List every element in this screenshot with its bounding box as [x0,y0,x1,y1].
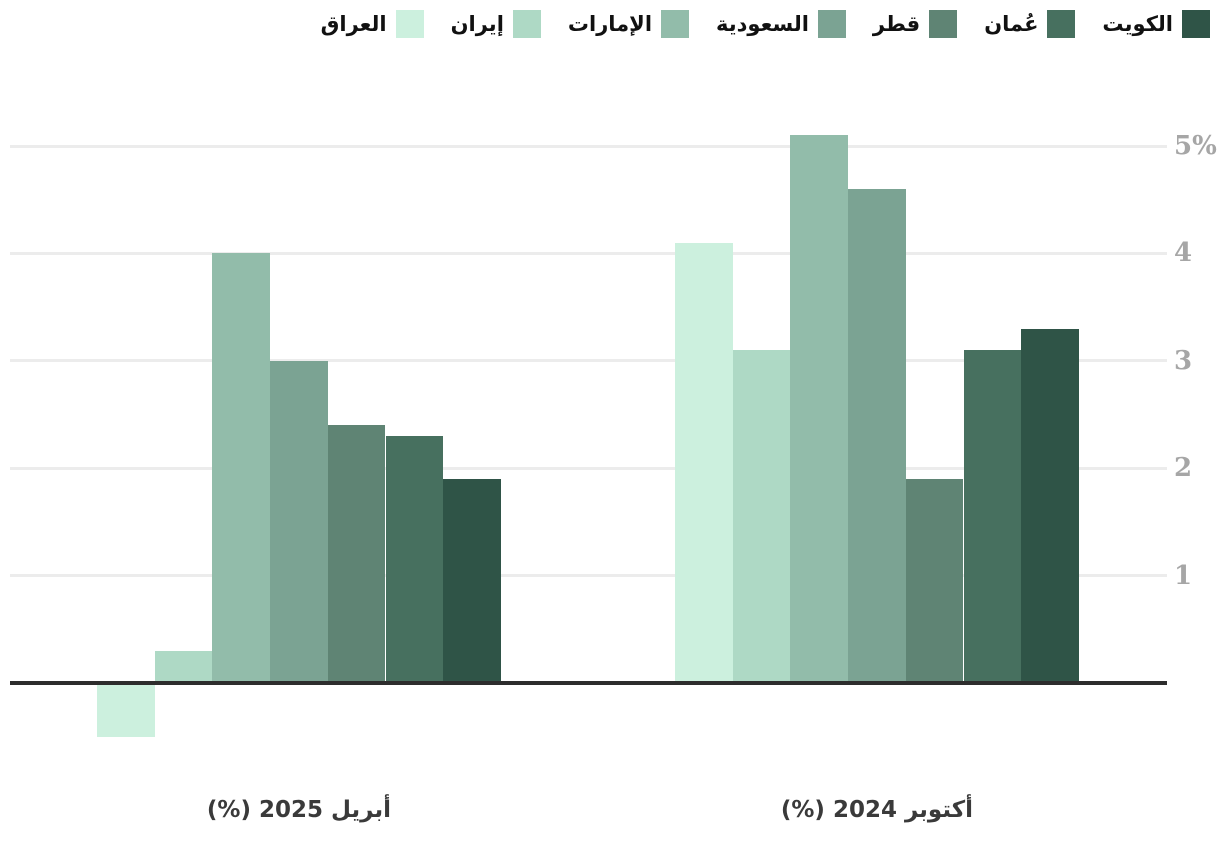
gridline-1 [10,574,1167,578]
legend-item-7[interactable]: الكويت [1102,9,1210,39]
legend-swatch [661,10,690,38]
legend-item-4[interactable]: السعودية [716,9,846,39]
legend-item-3[interactable]: الإمارات [567,9,690,39]
bar-group1-7[interactable] [443,478,501,683]
bar-group1-6[interactable] [385,435,444,683]
bar-group2-7[interactable] [1021,328,1079,683]
legend-swatch [395,10,424,38]
gridline-3 [10,359,1167,363]
gridline-2 [10,466,1167,470]
bar-group1-2[interactable] [154,650,213,683]
legend-label: الإمارات [567,12,653,36]
bar-group1-1[interactable] [97,683,155,737]
legend-label: الكويت [1102,12,1173,36]
x-axis-group-label-1: أبريل 2025 (%) [206,797,391,823]
legend-item-1[interactable]: العراق [321,9,424,39]
bar-group1-4[interactable] [270,360,328,683]
legend-swatch [1182,10,1210,38]
legend-swatch [817,10,846,38]
legend-swatch [1047,10,1076,38]
bar-group2-2[interactable] [732,350,791,683]
legend-item-2[interactable]: إيران [451,9,541,39]
legend-label: السعودية [716,12,809,36]
legend-item-5[interactable]: قطر [872,9,958,39]
gridline-4 [10,251,1167,255]
y-tick-label-1: 1 [1174,560,1193,591]
legend-item-6[interactable]: عُمان [984,9,1076,39]
bar-group2-6[interactable] [963,350,1022,683]
bar-group2-3[interactable] [790,135,849,683]
x-axis-group-label-2: أكتوبر 2024 (%) [780,797,973,823]
y-tick-label-3: 3 [1174,345,1193,376]
legend-label: إيران [450,12,504,36]
legend-label: قطر [872,12,921,36]
legend-swatch [512,10,541,38]
bar-group2-4[interactable] [848,188,906,683]
legend-label: عُمان [984,12,1039,36]
bar-group1-5[interactable] [327,425,386,683]
chart-legend: العراق إيران الإمارات السعودية قطر عُمان الكوي… [321,9,1210,39]
bar-group2-1[interactable] [675,242,733,683]
y-tick-label-5: 5% [1174,131,1217,161]
y-tick-label-4: 4 [1174,238,1193,269]
legend-swatch [929,10,958,38]
legend-label: العراق [320,12,387,36]
y-tick-label-2: 2 [1174,453,1193,484]
bar-group1-3[interactable] [212,253,271,683]
bar-group2-5[interactable] [905,478,964,683]
gridline-5 [10,144,1167,148]
x-axis-line [10,681,1167,685]
